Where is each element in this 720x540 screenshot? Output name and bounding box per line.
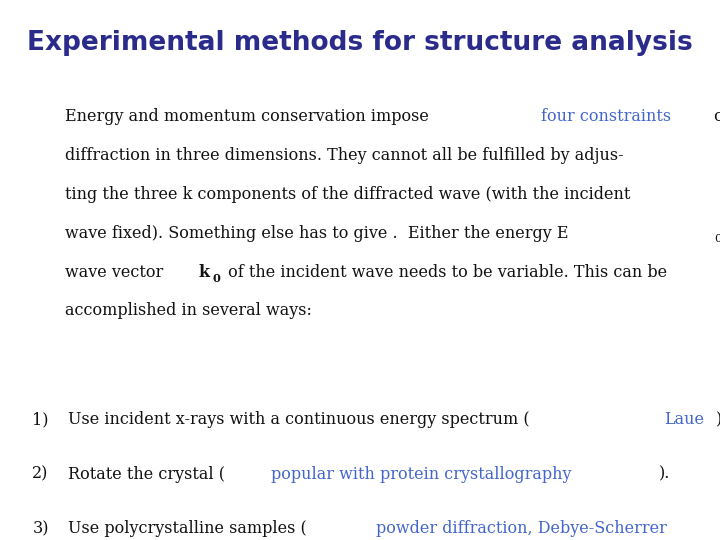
Text: 0: 0	[212, 273, 220, 284]
Text: accomplished in several ways:: accomplished in several ways:	[65, 302, 312, 319]
Text: 0: 0	[714, 234, 720, 245]
Text: of the incident wave needs to be variable. This can be: of the incident wave needs to be variabl…	[222, 264, 667, 280]
Text: 1): 1)	[32, 411, 49, 428]
Text: 3): 3)	[32, 520, 49, 537]
Text: Rotate the crystal (: Rotate the crystal (	[68, 465, 225, 483]
Text: ).: ).	[716, 411, 720, 428]
Text: wave vector: wave vector	[65, 264, 168, 280]
Text: ).: ).	[659, 465, 670, 483]
Text: on the: on the	[708, 108, 720, 125]
Text: 2): 2)	[32, 465, 49, 483]
Text: Laue: Laue	[664, 411, 704, 428]
Text: Experimental methods for structure analysis: Experimental methods for structure analy…	[27, 30, 693, 56]
Text: Energy and momentum conservation impose: Energy and momentum conservation impose	[65, 108, 433, 125]
Text: ting the three k components of the diffracted wave (with the incident: ting the three k components of the diffr…	[65, 186, 630, 202]
Text: diffraction in three dimensions. They cannot all be fulfilled by adjus-: diffraction in three dimensions. They ca…	[65, 147, 624, 164]
Text: k: k	[198, 264, 210, 280]
Text: popular with protein crystallography: popular with protein crystallography	[271, 465, 572, 483]
Text: Use polycrystalline samples (: Use polycrystalline samples (	[68, 520, 307, 537]
Text: wave fixed). Something else has to give .  Either the energy E: wave fixed). Something else has to give …	[65, 225, 568, 241]
Text: Use incident x-rays with a continuous energy spectrum (: Use incident x-rays with a continuous en…	[68, 411, 530, 428]
Text: powder diffraction, Debye-Scherrer: powder diffraction, Debye-Scherrer	[377, 520, 667, 537]
Text: four constraints: four constraints	[541, 108, 671, 125]
